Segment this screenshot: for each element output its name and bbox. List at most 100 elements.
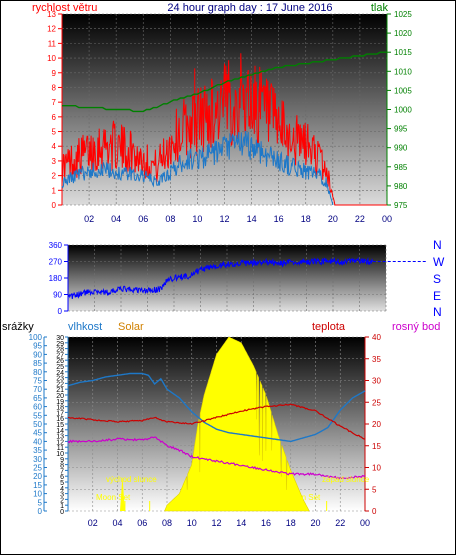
direction-tick-label: 0 bbox=[58, 307, 63, 316]
sunset-label: západ slunce bbox=[322, 475, 370, 484]
pressure-axis-title: tlak bbox=[371, 2, 389, 14]
humidity-tick-label: 30 bbox=[56, 335, 64, 342]
humidity-tick-label: 1 bbox=[60, 503, 64, 510]
humidity-axis-title: vlhkost bbox=[68, 321, 102, 333]
compass-n-top: N bbox=[433, 238, 442, 252]
compass-n-bottom: N bbox=[433, 305, 442, 319]
temperature-series bbox=[67, 403, 366, 440]
rain-tick-label: 30 bbox=[33, 455, 42, 464]
rain-tick-label: 40 bbox=[33, 437, 42, 446]
direction-tick-label: 180 bbox=[49, 274, 63, 283]
wind-x-tick-label: 14 bbox=[247, 214, 257, 224]
pressure-tick-label: 995 bbox=[394, 125, 408, 134]
rain-tick-label: 95 bbox=[33, 342, 42, 351]
humidity-tick-label: 9 bbox=[60, 457, 64, 464]
rain-tick-label: 55 bbox=[33, 411, 42, 420]
temperature-tick-label: 35 bbox=[372, 355, 381, 364]
humidity-tick-label: 22 bbox=[56, 381, 64, 388]
humidity-tick-label: 28 bbox=[56, 347, 64, 354]
humidity-tick-label: 17 bbox=[56, 410, 64, 417]
wind-tick-label: 5 bbox=[52, 128, 57, 137]
bottom-x-tick-label: 12 bbox=[211, 518, 221, 528]
temperature-axis-title: teplota bbox=[312, 321, 346, 333]
wind-x-tick-label: 12 bbox=[219, 214, 229, 224]
pressure-tick-label: 1010 bbox=[394, 67, 412, 76]
bottom-x-tick-label: 20 bbox=[310, 518, 320, 528]
rain-tick-label: 75 bbox=[33, 377, 42, 386]
rain-tick-label: 10 bbox=[33, 490, 42, 499]
humidity-tick-label: 21 bbox=[56, 387, 64, 394]
bottom-x-tick-label: 00 bbox=[360, 518, 370, 528]
bottom-x-tick-label: 04 bbox=[112, 518, 122, 528]
wind-tick-label: 11 bbox=[48, 39, 57, 48]
humidity-tick-label: 26 bbox=[56, 358, 64, 365]
wind-tick-label: 3 bbox=[52, 157, 57, 166]
compass-w: W bbox=[433, 255, 445, 269]
solar-axis-title: Solar bbox=[118, 321, 144, 333]
humidity-tick-label: 13 bbox=[56, 434, 64, 441]
pressure-tick-label: 985 bbox=[394, 163, 408, 172]
wind-x-tick-label: 04 bbox=[111, 214, 121, 224]
wind-tick-label: 2 bbox=[52, 172, 57, 181]
humidity-tick-label: 18 bbox=[56, 405, 64, 412]
solar-area bbox=[164, 336, 310, 512]
pressure-tick-label: 1005 bbox=[394, 86, 412, 95]
wind-tick-label: 0 bbox=[52, 201, 57, 210]
humidity-tick-label: 16 bbox=[56, 416, 64, 423]
wind-tick-label: 6 bbox=[52, 113, 57, 122]
rain-tick-label: 45 bbox=[33, 429, 42, 438]
humidity-tick-label: 8 bbox=[60, 463, 64, 470]
wind-x-tick-label: 06 bbox=[138, 214, 148, 224]
dewpoint-axis-title: rosný bod bbox=[392, 321, 440, 333]
rain-tick-label: 100 bbox=[29, 333, 43, 342]
wind-tick-label: 9 bbox=[52, 69, 57, 78]
humidity-tick-label: 3 bbox=[60, 492, 64, 499]
humidity-tick-label: 14 bbox=[56, 428, 64, 435]
wind-x-tick-label: 10 bbox=[192, 214, 202, 224]
direction-tick-label: 270 bbox=[49, 258, 63, 267]
wind-tick-label: 4 bbox=[52, 142, 57, 151]
wind-x-tick-label: 16 bbox=[274, 214, 284, 224]
wind-tick-label: 8 bbox=[52, 83, 57, 92]
humidity-tick-label: 6 bbox=[60, 474, 64, 481]
pressure-tick-label: 1020 bbox=[394, 29, 412, 38]
humidity-tick-label: 27 bbox=[56, 352, 64, 359]
dewpoint-series bbox=[67, 436, 366, 480]
wind-tick-label: 1 bbox=[52, 186, 57, 195]
direction-tick-label: 360 bbox=[49, 241, 63, 250]
humidity-tick-label: 10 bbox=[56, 451, 64, 458]
wind-average-series bbox=[61, 130, 334, 206]
wind-x-tick-label: 08 bbox=[165, 214, 175, 224]
wind-x-tick-label: 20 bbox=[328, 214, 338, 224]
rain-tick-label: 90 bbox=[33, 350, 42, 359]
humidity-tick-label: 12 bbox=[56, 439, 64, 446]
bottom-x-tick-label: 02 bbox=[88, 518, 98, 528]
rain-tick-label: 35 bbox=[33, 446, 42, 455]
wind-x-tick-label: 18 bbox=[301, 214, 311, 224]
moonset-label: Moon Set bbox=[96, 493, 131, 502]
solar-sliver bbox=[119, 476, 125, 511]
humidity-tick-label: 23 bbox=[56, 376, 64, 383]
humidity-series bbox=[67, 372, 366, 443]
pressure-tick-label: 1015 bbox=[394, 48, 412, 57]
rain-tick-label: 60 bbox=[33, 403, 42, 412]
wind-axis-title: rychlost větru bbox=[32, 2, 97, 14]
moonrise-label: Moon Set bbox=[286, 493, 321, 502]
temperature-tick-label: 15 bbox=[372, 442, 381, 451]
pressure-tick-label: 1025 bbox=[394, 10, 412, 19]
rain-tick-label: 85 bbox=[33, 359, 42, 368]
rain-tick-label: 25 bbox=[33, 464, 42, 473]
pressure-tick-label: 980 bbox=[394, 182, 408, 191]
humidity-tick-label: 5 bbox=[60, 480, 64, 487]
humidity-tick-label: 19 bbox=[56, 399, 64, 406]
rain-tick-label: 70 bbox=[33, 385, 42, 394]
rain-tick-label: 50 bbox=[33, 420, 42, 429]
sunrise-label: východ slunce bbox=[106, 475, 157, 484]
temperature-tick-label: 20 bbox=[372, 420, 381, 429]
humidity-tick-label: 0 bbox=[60, 509, 64, 516]
direction-series bbox=[67, 256, 374, 299]
humidity-tick-label: 7 bbox=[60, 468, 64, 475]
humidity-tick-label: 4 bbox=[60, 486, 64, 493]
humidity-tick-label: 20 bbox=[56, 393, 64, 400]
